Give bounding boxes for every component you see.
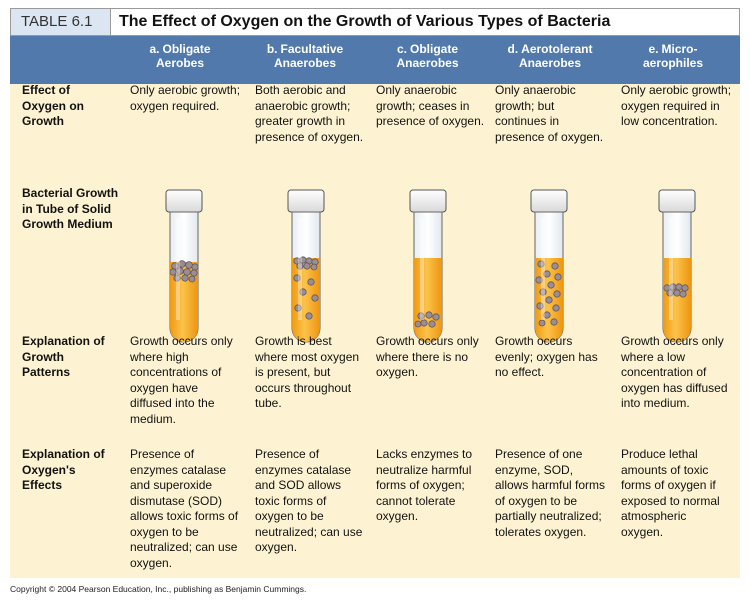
cell-pattern-microaerophiles: Growth occurs only where a low concentra…: [621, 334, 728, 410]
column-header-facultative-anaerobes: b. Facultative Anaerobes: [266, 42, 344, 70]
tube-obligate-aerobes: [165, 189, 203, 343]
column-letter: c.: [396, 42, 407, 56]
table-frame: TABLE 6.1 The Effect of Oxygen on the Gr…: [10, 8, 740, 578]
cell-effect-facultative-anaerobes: Both aerobic and anaerobic growth; great…: [255, 83, 364, 144]
tube-facultative-anaerobes: [287, 189, 325, 343]
column-letter: e.: [648, 42, 659, 56]
table-title: The Effect of Oxygen on the Growth of Va…: [119, 13, 611, 30]
column-letter: d.: [507, 42, 519, 56]
column-header-obligate-aerobes: a. Obligate Aerobes: [149, 42, 211, 70]
tube-cap: [287, 189, 325, 213]
row-label-oxygen-effects: Explanation of Oxygen's Effects: [22, 447, 105, 492]
column-header-aerotolerant-anaerobes: d. Aerotolerant Anaerobes: [507, 42, 593, 70]
bacteria-colonies: [414, 311, 440, 328]
cell-effect-obligate-anaerobes: Only anaerobic growth; ceases in presenc…: [376, 83, 485, 128]
tube-cap: [409, 189, 447, 213]
column-letter: a.: [149, 42, 160, 56]
cell-pattern-aerotolerant-anaerobes: Growth occurs evenly; oxygen has no effe…: [495, 334, 598, 379]
copyright-notice: Copyright © 2004 Pearson Education, Inc.…: [10, 584, 307, 594]
cell-oxygen-aerotolerant-anaerobes: Presence of one enzyme, SOD, allows harm…: [495, 447, 606, 539]
bacteria-colonies: [535, 260, 562, 327]
title-bar: TABLE 6.1 The Effect of Oxygen on the Gr…: [10, 8, 740, 36]
cell-effect-microaerophiles: Only aerobic growth; oxygen required in …: [621, 83, 732, 128]
table-number-tag: TABLE 6.1: [11, 9, 111, 35]
bacteria-colonies: [663, 283, 689, 298]
bacteria-colonies: [169, 260, 199, 283]
cell-oxygen-obligate-aerobes: Presence of enzymes catalase and superox…: [130, 447, 239, 570]
cell-oxygen-obligate-anaerobes: Lacks enzymes to neutralize harmful form…: [376, 447, 473, 523]
tube-cap: [530, 189, 568, 213]
row-label-bacterial-growth: Bacterial Growth in Tube of Solid Growth…: [22, 186, 119, 231]
bacteria-colonies: [293, 256, 319, 320]
cell-pattern-obligate-aerobes: Growth occurs only where high concentrat…: [130, 334, 233, 426]
row-label-effect-of-oxygen: Effect of Oxygen on Growth: [22, 83, 85, 128]
tube-cap: [658, 189, 696, 213]
column-header-obligate-anaerobes: c. Obligate Anaerobes: [396, 42, 459, 70]
cell-pattern-obligate-anaerobes: Growth occurs only where there is no oxy…: [376, 334, 479, 379]
column-letter: b.: [266, 42, 278, 56]
tube-aerotolerant-anaerobes: [530, 189, 568, 343]
column-header-microaerophiles: e. Micro-aerophiles: [642, 42, 704, 70]
tube-illustrations: [165, 189, 696, 343]
column-header-bar: a. Obligate Aerobes b. Facultative Anaerobes…: [10, 36, 740, 84]
cell-effect-aerotolerant-anaerobes: Only anaerobic growth; but continues in …: [495, 83, 604, 144]
tube-microaerophiles: [658, 189, 696, 343]
cell-oxygen-facultative-anaerobes: Presence of enzymes catalase and SOD all…: [255, 447, 363, 554]
cell-oxygen-microaerophiles: Produce lethal amounts of toxic forms of…: [621, 447, 720, 539]
tube-cap: [165, 189, 203, 213]
cell-effect-obligate-aerobes: Only aerobic growth; oxygen required.: [130, 83, 241, 113]
row-label-growth-patterns: Explanation of Growth Patterns: [22, 334, 105, 379]
tube-obligate-anaerobes: [409, 189, 447, 343]
cell-pattern-facultative-anaerobes: Growth is best where most oxygen is pres…: [255, 334, 360, 410]
